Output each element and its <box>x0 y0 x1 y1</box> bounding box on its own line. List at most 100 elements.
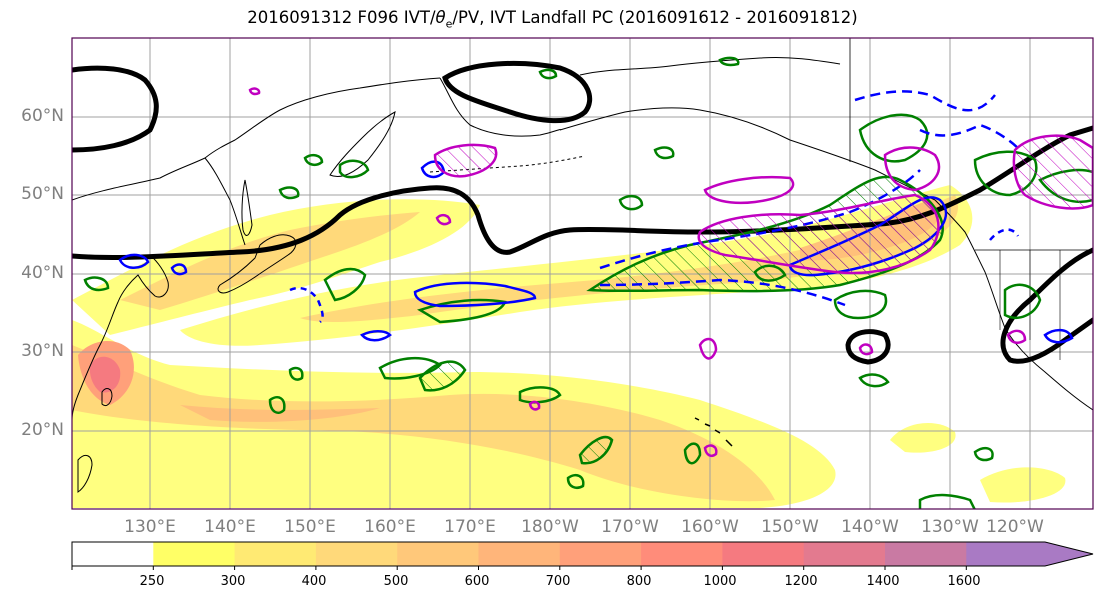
pv-green-cell-5 <box>518 386 562 404</box>
pv-blue-east-dashed-south <box>599 278 846 307</box>
pv-green-east-cluster <box>833 289 888 320</box>
colorbar-tick-1600: 1600 <box>947 574 981 589</box>
coast-asia-northeast <box>72 77 441 201</box>
coast-okhotsk <box>204 157 246 246</box>
colorbar-tick-700: 700 <box>545 574 571 589</box>
pv-magenta-far-east <box>1012 134 1093 210</box>
pv-green-cell-15 <box>753 264 787 282</box>
coastlines <box>72 38 1093 493</box>
lon-label-170w: 170°W <box>601 517 659 537</box>
pv-magenta-cell-4 <box>528 400 541 411</box>
pv-green-cell-12 <box>618 194 644 211</box>
pv-magenta-east-main <box>697 193 940 275</box>
colorbar-segment-300 <box>234 542 317 566</box>
pv-magenta-contours <box>248 87 1093 457</box>
ivt-1000-core-west <box>89 356 121 393</box>
pv-magenta-north <box>433 143 498 178</box>
lon-label-160w: 160°W <box>681 517 739 537</box>
lon-label-130w: 130°W <box>921 517 979 537</box>
colorbar-segment-250 <box>153 542 236 566</box>
colorbar-segment-1000 <box>722 542 805 566</box>
pv-green-cell-2 <box>323 267 367 302</box>
colorbar-segment-800 <box>641 542 723 566</box>
ivt-shading <box>72 185 1066 508</box>
pv-green-cell-13 <box>653 146 675 160</box>
lat-label-20n: 20°N <box>21 420 64 440</box>
pv-green-cell-16 <box>918 493 976 509</box>
lon-label-170e: 170°E <box>444 517 496 537</box>
colorbar-tick-600: 600 <box>464 574 490 589</box>
pv-green-cell-8 <box>288 366 304 381</box>
colorbar-segment-600 <box>478 542 561 566</box>
ivt-250-blob-southeast <box>980 467 1066 503</box>
lon-label-150e: 150°E <box>284 517 336 537</box>
pv-green-cell-17 <box>973 446 994 462</box>
map-panel <box>71 37 1094 510</box>
colorbar-tick-300: 300 <box>220 574 246 589</box>
lon-label-140w: 140°W <box>841 517 899 537</box>
pv-blue-cell-5 <box>1043 328 1074 344</box>
pv-magenta-cell-2 <box>1006 329 1027 344</box>
pv-green-east-lobe <box>858 113 929 163</box>
lon-label-140e: 140°E <box>204 517 256 537</box>
pv-green-cell-21 <box>83 276 110 292</box>
pv-blue-cell-3 <box>360 330 392 342</box>
colorbar-segment-400 <box>315 542 398 566</box>
figure-title: 2016091312 F096 IVT/θe/PV, IVT Landfall … <box>247 8 858 31</box>
theta-e-contour-small-loop <box>845 329 891 365</box>
pv-green-cell-10 <box>278 186 300 200</box>
coast-alaska-gulf <box>559 107 936 201</box>
coast-philippines <box>77 454 93 493</box>
pv-blue-northeast-dashed-2 <box>919 123 1021 151</box>
pv-magenta-cell-5 <box>435 213 452 226</box>
lat-label-60n: 60°N <box>21 106 64 126</box>
lon-label-120w: 120°W <box>986 517 1044 537</box>
lon-label-150w: 150°W <box>761 517 819 537</box>
pv-blue-center-cell <box>413 281 537 308</box>
colorbar-segment-1400 <box>885 542 967 566</box>
lon-label-180w: 180°W <box>521 517 579 537</box>
pv-green-cell-4 <box>418 360 467 392</box>
lon-label-160e: 160°E <box>364 517 416 537</box>
pv-magenta-cell-1 <box>698 337 718 360</box>
coast-sakhalin <box>241 179 253 236</box>
pv-green-cell-11 <box>303 153 324 167</box>
pv-green-cell-23 <box>718 56 740 67</box>
colorbar-tick-1400: 1400 <box>866 574 900 589</box>
pv-blue-cell-4 <box>170 263 188 276</box>
pv-green-cell-9 <box>338 159 370 179</box>
colorbar-segment-500 <box>397 542 479 566</box>
pv-green-cell-22 <box>538 68 558 80</box>
pv-magenta-cell-7 <box>248 87 261 96</box>
coast-kamchatka <box>329 111 396 177</box>
pv-magenta-gulf <box>703 175 795 205</box>
colorbar-segment-below-250 <box>72 542 154 566</box>
pv-green-cell-14 <box>683 442 702 465</box>
ivt-400-band-north <box>120 212 420 310</box>
colorbar-tick-1200: 1200 <box>784 574 818 589</box>
colorbar-tick-400: 400 <box>301 574 327 589</box>
pv-blue-cell-japan <box>118 253 150 269</box>
coast-korea-china <box>72 254 169 421</box>
pv-magenta-cell-6 <box>858 343 874 356</box>
colorbar-segment-700 <box>559 542 642 566</box>
pv-green-cell-7 <box>268 396 286 414</box>
ivt-400-band-south <box>72 345 775 502</box>
colorbar-tick-800: 800 <box>626 574 652 589</box>
coast-japan <box>217 234 297 294</box>
pv-magenta-cell-3 <box>703 444 718 457</box>
lat-label-30n: 30°N <box>21 341 64 361</box>
coast-bering <box>439 77 561 137</box>
colorbar-tick-1000: 1000 <box>703 574 737 589</box>
pv-magenta-coast <box>883 146 941 192</box>
pv-blue-northeast-dashed <box>854 90 996 112</box>
lat-label-40n: 40°N <box>21 263 64 283</box>
colorbar-tick-250: 250 <box>139 574 165 589</box>
coast-pacific-nw <box>934 199 1093 411</box>
pv-green-coast-2 <box>1003 283 1042 319</box>
theta-e-contour-north-loop <box>442 60 593 124</box>
coast-hawaii <box>694 417 733 447</box>
pv-green-cell-19 <box>566 474 585 489</box>
pv-green-cell-20 <box>858 373 890 388</box>
theta-e-contour-northwest <box>72 65 159 153</box>
